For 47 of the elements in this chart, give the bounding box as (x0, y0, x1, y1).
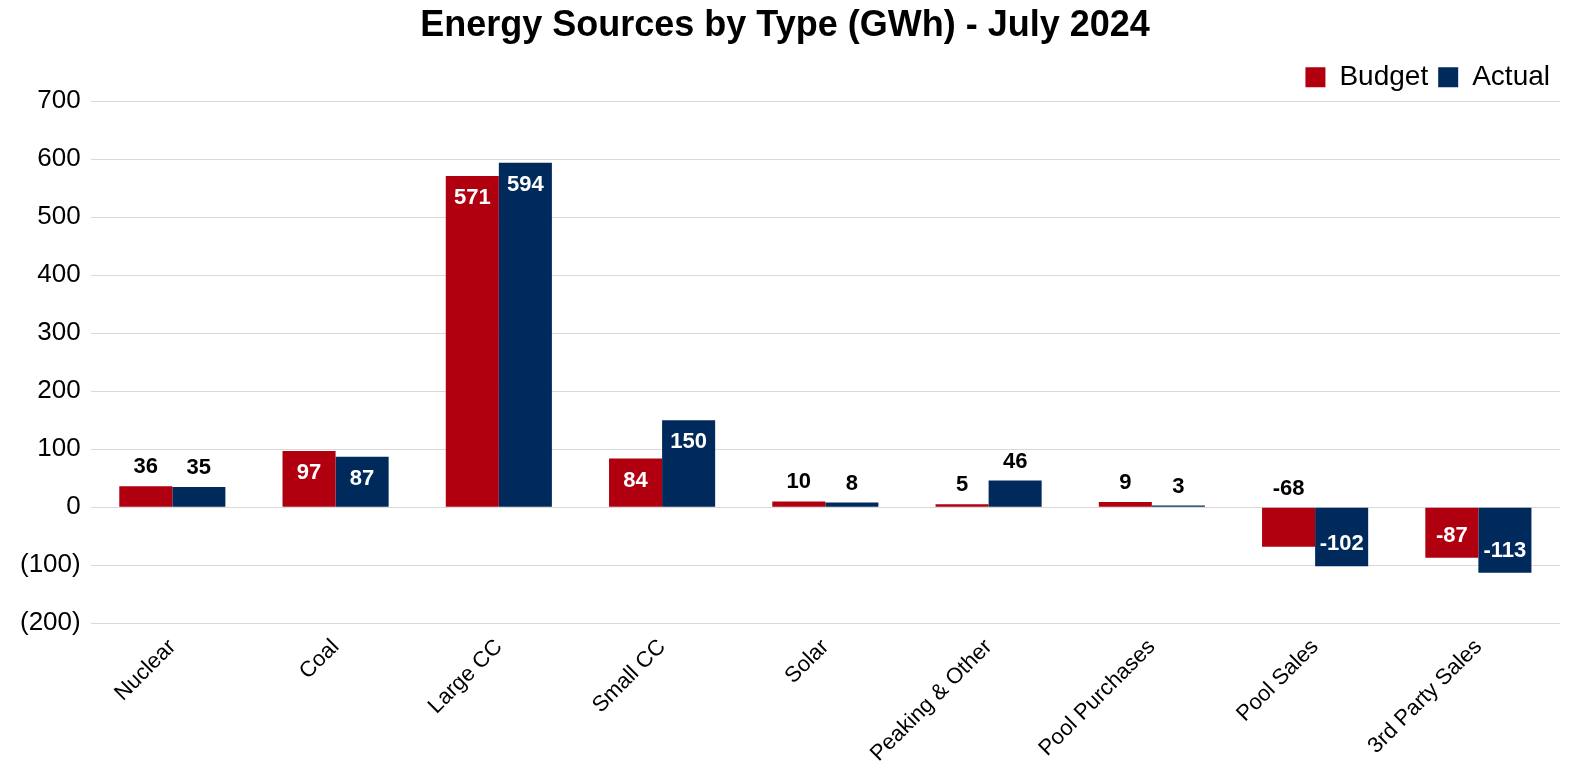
data-label: 594 (507, 170, 545, 196)
data-label: -87 (1435, 521, 1468, 547)
y-tick-label: 400 (37, 258, 81, 289)
bar (1425, 507, 1479, 558)
bar (772, 501, 826, 507)
data-label: 9 (1119, 469, 1132, 495)
y-tick-label: 700 (37, 84, 81, 115)
data-label: 10 (786, 468, 812, 494)
y-tick-label: 0 (66, 490, 81, 521)
data-label: 35 (186, 453, 212, 479)
legend-label: Actual (1472, 59, 1551, 91)
bar (935, 504, 989, 507)
y-tick-label: (200) (19, 606, 81, 637)
bar (1478, 507, 1532, 573)
data-label: -102 (1319, 530, 1364, 556)
y-tick-label: 200 (37, 374, 81, 405)
data-label: 3 (1172, 472, 1185, 498)
y-tick-label: 300 (37, 316, 81, 347)
data-label: 36 (133, 453, 159, 479)
legend-label: Budget (1339, 59, 1429, 91)
y-tick-label: 500 (37, 200, 81, 231)
data-label: 87 (349, 464, 375, 490)
bar (282, 450, 336, 507)
bar (172, 486, 226, 507)
data-label: 5 (955, 471, 969, 497)
y-tick-label: 600 (37, 142, 81, 173)
y-tick-label: 100 (37, 432, 81, 463)
data-label: 8 (845, 469, 858, 495)
y-tick-label: (100) (19, 548, 81, 579)
data-label: -68 (1272, 474, 1305, 500)
bar (1262, 507, 1316, 547)
bar (335, 456, 389, 507)
data-label: 46 (1002, 447, 1028, 473)
bar (609, 458, 663, 507)
data-label: -113 (1483, 536, 1527, 562)
bar (445, 176, 499, 507)
data-label: 84 (623, 466, 649, 492)
data-label: 150 (670, 428, 707, 454)
bar (1098, 501, 1152, 507)
bar (825, 502, 879, 507)
chart-title: Energy Sources by Type (GWh) - July 2024 (420, 2, 1150, 44)
bar (119, 486, 173, 507)
data-label: 571 (453, 184, 491, 210)
bar (988, 480, 1042, 507)
bar (662, 420, 716, 507)
data-label: 97 (296, 459, 322, 484)
bar (498, 162, 552, 507)
